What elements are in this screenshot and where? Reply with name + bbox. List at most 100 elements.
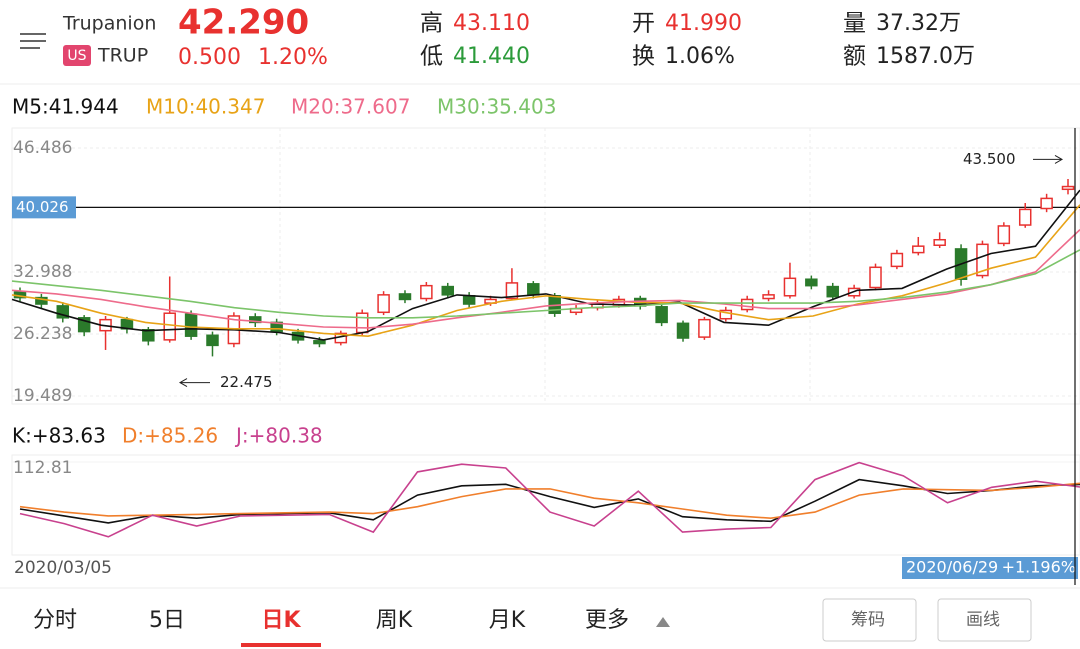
candle-body	[355, 312, 369, 334]
kdj-chart: 112.81	[11, 454, 1080, 556]
candle-body	[441, 285, 455, 296]
candle-body	[35, 296, 48, 305]
tabs: 分时 5日 日K 周K 月K 更多 筹码 画线	[33, 598, 1032, 647]
candle-body	[420, 284, 433, 300]
tab[interactable]: 月K	[489, 608, 526, 633]
end-date-box	[902, 557, 1078, 579]
change-pct: 1.20%	[258, 45, 328, 70]
button[interactable]	[822, 598, 917, 642]
line-series	[19, 482, 1080, 520]
end-date: 2020/06/29	[906, 558, 998, 577]
stat-label: 高	[420, 11, 443, 37]
kdj-label: D:+85.26	[122, 424, 218, 448]
more-caret	[656, 617, 670, 627]
candle-body	[698, 318, 711, 338]
tab[interactable]: 日K	[261, 608, 301, 633]
y-tick-label: 46.486	[13, 138, 72, 158]
line-series	[11, 249, 1080, 319]
line-series	[19, 478, 1080, 524]
y-tick-label: 19.489	[13, 386, 72, 406]
plot-frame	[11, 454, 1080, 556]
tab[interactable]: 分时	[33, 608, 77, 633]
candle-body	[762, 294, 775, 300]
candle-body	[56, 305, 70, 319]
kdj-legend: K:+83.63 D:+85.26 J:+80.38	[12, 424, 323, 448]
kline-chart: 46.486 32.988 26.238 19.489 40.026 43.500 22.4…	[11, 127, 1080, 406]
button[interactable]	[937, 598, 1032, 642]
candle-body	[912, 245, 925, 254]
line-series	[19, 461, 1080, 538]
button-label: 筹码	[851, 610, 885, 630]
candle-body	[398, 293, 412, 301]
candle-body	[142, 329, 155, 342]
stat-value: 37.32万	[876, 11, 961, 36]
line-series	[11, 204, 1080, 338]
stat-value: 43.110	[453, 11, 530, 36]
line-series	[11, 189, 1080, 341]
candle-body	[206, 334, 219, 347]
stat-value: 1587.0万	[876, 44, 975, 69]
y-tick-label: 26.238	[13, 324, 72, 344]
ma-label: M10:40.347	[146, 95, 265, 119]
stat-label: 量	[843, 11, 866, 37]
line-series	[11, 229, 1080, 329]
menu-icon[interactable]	[20, 33, 46, 49]
ma-label: M5:41.944	[12, 95, 119, 119]
start-date: 2020/03/05	[14, 558, 112, 578]
high-note: 43.500	[963, 150, 1016, 168]
candle-body	[997, 225, 1011, 245]
ma-label: M20:37.607	[291, 95, 410, 119]
stat-label: 额	[843, 44, 866, 70]
candle-body	[805, 278, 818, 287]
plot-frame	[11, 127, 1080, 405]
tab[interactable]: 周K	[376, 608, 413, 633]
low-note: 22.475	[220, 373, 273, 391]
candle-body	[527, 283, 540, 296]
end-change: +1.196%	[1002, 558, 1076, 577]
candle-body	[719, 309, 733, 320]
tab[interactable]: 更多	[585, 608, 629, 633]
stat-value: 41.440	[453, 44, 530, 69]
stat-label: 开	[632, 11, 655, 37]
high-arrow	[1033, 154, 1064, 164]
stat-value: 1.06%	[665, 44, 735, 69]
ma-label: M30:35.403	[437, 95, 556, 119]
kdj-label: K:+83.63	[12, 424, 106, 448]
low-arrow	[178, 378, 210, 388]
stat-label: 低	[420, 44, 443, 70]
candle-body	[1061, 185, 1075, 191]
change: 0.500	[178, 45, 241, 70]
tab-underline	[241, 643, 321, 647]
candle-body	[1018, 208, 1032, 226]
price: 42.290	[178, 3, 309, 43]
candle-body	[1040, 197, 1053, 210]
candle-body	[462, 295, 476, 305]
stat-label: 换	[632, 44, 655, 70]
current-label: 40.026	[16, 198, 69, 216]
candle-body	[249, 316, 262, 324]
candle-body	[184, 313, 198, 337]
candle-body	[77, 317, 91, 333]
button-label: 画线	[966, 610, 1000, 630]
candle-body	[976, 243, 989, 277]
ticker: TRUP	[97, 45, 148, 67]
candle-body	[505, 282, 519, 300]
candle-body	[377, 294, 390, 314]
candle-body	[676, 322, 690, 339]
candle-body	[783, 277, 797, 297]
candle-body	[826, 285, 839, 298]
ma-legend: M5:41.944 M10:40.347 M20:37.607 M30:35.403	[12, 95, 556, 119]
stock-name: Trupanion	[62, 13, 156, 35]
candle-body	[933, 238, 946, 246]
candle-body	[890, 252, 904, 268]
candle-body	[163, 312, 176, 341]
kdj-label: J:+80.38	[234, 424, 323, 448]
tab[interactable]: 5日	[149, 608, 185, 633]
market-badge	[63, 45, 91, 66]
candle-body	[313, 340, 326, 345]
y-tick-label: 112.81	[13, 458, 72, 478]
candle-body	[655, 306, 668, 324]
